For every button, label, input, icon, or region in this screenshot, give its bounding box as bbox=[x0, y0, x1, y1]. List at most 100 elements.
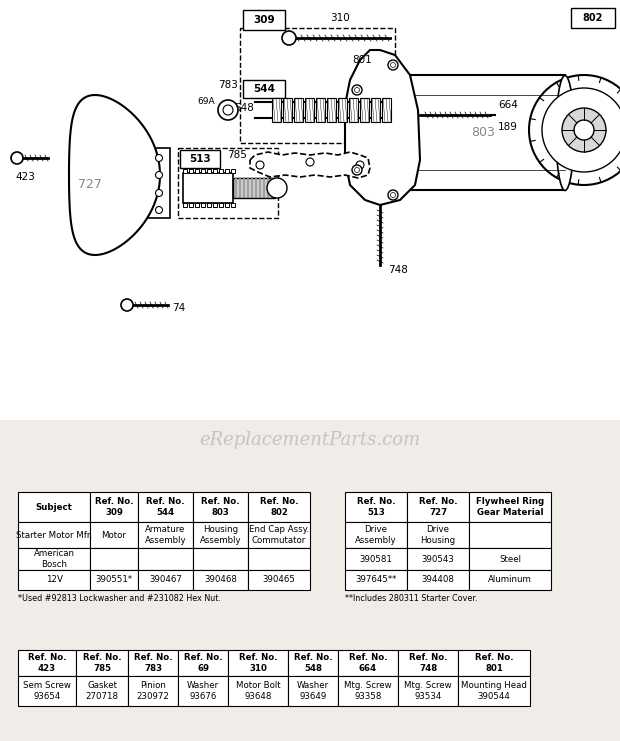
Text: Drive
Assembly: Drive Assembly bbox=[355, 525, 397, 545]
Text: 664: 664 bbox=[498, 100, 518, 110]
Bar bbox=[407, 570, 469, 590]
Bar bbox=[0, 0, 620, 420]
Bar bbox=[138, 570, 193, 590]
Bar bbox=[195, 203, 199, 207]
Text: 727: 727 bbox=[78, 179, 102, 191]
Bar bbox=[195, 169, 199, 173]
Bar bbox=[128, 650, 178, 676]
Bar bbox=[90, 548, 138, 570]
Bar bbox=[231, 203, 235, 207]
Circle shape bbox=[355, 167, 360, 173]
Bar bbox=[263, 178, 265, 198]
Text: Motor Bolt
93648: Motor Bolt 93648 bbox=[236, 681, 280, 701]
Bar bbox=[240, 28, 395, 143]
Bar bbox=[90, 522, 138, 548]
Bar bbox=[345, 492, 407, 522]
Text: 785: 785 bbox=[227, 150, 247, 160]
Bar bbox=[248, 570, 310, 590]
Bar bbox=[18, 650, 76, 676]
Text: Ref. No.
69: Ref. No. 69 bbox=[184, 654, 223, 673]
Text: Ref. No.
785: Ref. No. 785 bbox=[82, 654, 122, 673]
Bar bbox=[469, 492, 551, 522]
Bar bbox=[469, 548, 551, 570]
Bar bbox=[213, 169, 217, 173]
Bar bbox=[18, 676, 76, 706]
Bar bbox=[243, 10, 285, 30]
Text: Flywheel Ring
Gear Material: Flywheel Ring Gear Material bbox=[476, 497, 544, 516]
Circle shape bbox=[352, 165, 362, 175]
Bar bbox=[90, 492, 138, 522]
Bar bbox=[338, 650, 398, 676]
Polygon shape bbox=[345, 50, 420, 205]
Bar bbox=[189, 169, 193, 173]
Text: Aluminum: Aluminum bbox=[488, 576, 532, 585]
Bar bbox=[189, 203, 193, 207]
Text: Ref. No.
310: Ref. No. 310 bbox=[239, 654, 277, 673]
Text: American
Bosch: American Bosch bbox=[33, 549, 74, 568]
Bar bbox=[469, 522, 551, 548]
Text: 803: 803 bbox=[471, 127, 495, 139]
Bar bbox=[228, 650, 288, 676]
Text: End Cap Assy.
Commutator: End Cap Assy. Commutator bbox=[249, 525, 309, 545]
Bar bbox=[183, 203, 187, 207]
Bar bbox=[248, 548, 310, 570]
Text: Subject: Subject bbox=[35, 502, 73, 511]
Bar bbox=[469, 570, 551, 590]
Bar bbox=[239, 178, 241, 198]
Circle shape bbox=[352, 85, 362, 95]
Circle shape bbox=[355, 87, 360, 93]
Bar bbox=[360, 98, 369, 122]
Text: 394408: 394408 bbox=[422, 576, 454, 585]
Bar bbox=[338, 98, 347, 122]
Bar bbox=[267, 178, 269, 198]
Bar bbox=[345, 522, 407, 548]
Text: 390543: 390543 bbox=[422, 554, 454, 563]
Bar bbox=[193, 548, 248, 570]
Circle shape bbox=[11, 152, 23, 164]
Text: 544: 544 bbox=[253, 84, 275, 94]
Bar bbox=[305, 98, 314, 122]
Text: Ref. No.
801: Ref. No. 801 bbox=[475, 654, 513, 673]
Circle shape bbox=[306, 158, 314, 166]
Text: Washer
93649: Washer 93649 bbox=[297, 681, 329, 701]
Circle shape bbox=[267, 178, 287, 198]
Bar bbox=[219, 203, 223, 207]
Circle shape bbox=[391, 62, 396, 67]
Bar bbox=[193, 492, 248, 522]
Bar bbox=[382, 98, 391, 122]
Text: 513: 513 bbox=[189, 154, 211, 164]
Circle shape bbox=[391, 193, 396, 198]
Bar bbox=[201, 169, 205, 173]
Bar bbox=[219, 169, 223, 173]
Bar bbox=[272, 98, 281, 122]
Circle shape bbox=[156, 155, 162, 162]
Bar bbox=[76, 650, 128, 676]
Bar bbox=[400, 75, 565, 190]
Bar bbox=[247, 178, 249, 198]
Bar bbox=[178, 650, 228, 676]
Text: Steel: Steel bbox=[499, 554, 521, 563]
Text: 309: 309 bbox=[253, 15, 275, 25]
Bar bbox=[571, 8, 615, 28]
Circle shape bbox=[256, 161, 264, 169]
Text: Sem Screw
93654: Sem Screw 93654 bbox=[23, 681, 71, 701]
Bar bbox=[345, 548, 407, 570]
Bar bbox=[18, 570, 90, 590]
Bar bbox=[398, 676, 458, 706]
Circle shape bbox=[156, 190, 162, 196]
Bar bbox=[407, 492, 469, 522]
Bar bbox=[207, 169, 211, 173]
Circle shape bbox=[542, 88, 620, 172]
Bar bbox=[76, 676, 128, 706]
Text: 783: 783 bbox=[218, 80, 238, 90]
Text: Mtg. Screw
93534: Mtg. Screw 93534 bbox=[404, 681, 452, 701]
Text: 397645**: 397645** bbox=[355, 576, 397, 585]
Text: Ref. No.
513: Ref. No. 513 bbox=[356, 497, 396, 516]
Circle shape bbox=[223, 105, 233, 115]
Text: Washer
93676: Washer 93676 bbox=[187, 681, 219, 701]
Bar bbox=[18, 548, 90, 570]
Bar bbox=[288, 676, 338, 706]
Circle shape bbox=[121, 299, 133, 311]
Bar bbox=[327, 98, 336, 122]
Polygon shape bbox=[69, 95, 160, 255]
